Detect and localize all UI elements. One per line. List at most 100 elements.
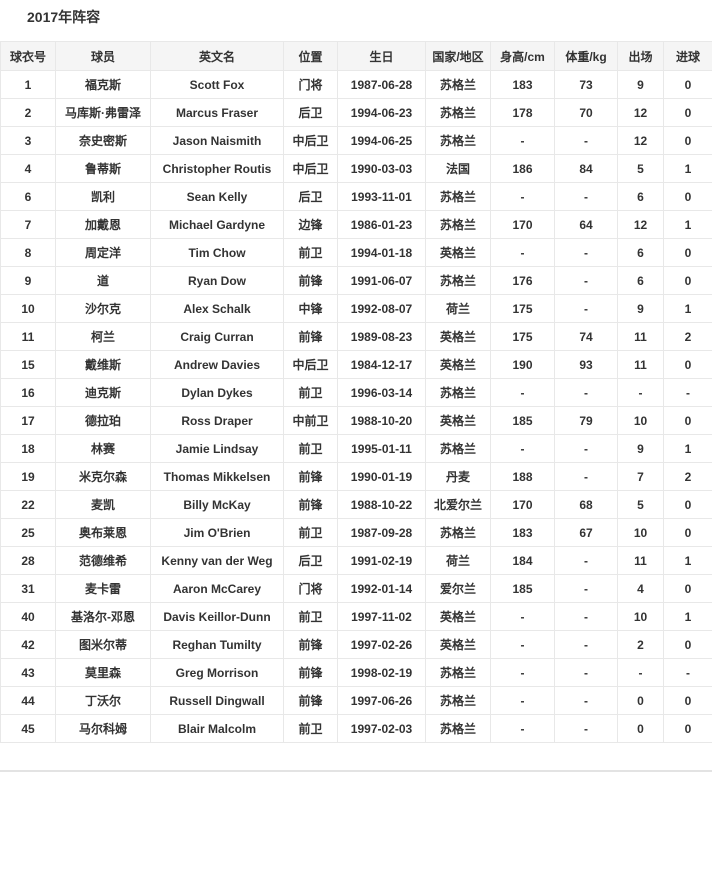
cell-weight-kg: 68 [555, 491, 618, 519]
cell-country: 苏格兰 [426, 519, 491, 547]
cell-birthday: 1989-08-23 [338, 323, 426, 351]
cell-player-name-en: Alex Schalk [151, 295, 284, 323]
cell-position: 前锋 [284, 491, 338, 519]
column-header-height-cm: 身高/cm [491, 42, 555, 71]
cell-appearances: 11 [618, 547, 664, 575]
cell-jersey-number: 42 [1, 631, 56, 659]
cell-jersey-number: 1 [1, 71, 56, 99]
cell-jersey-number: 4 [1, 155, 56, 183]
cell-player-name-en: Davis Keillor-Dunn [151, 603, 284, 631]
cell-appearances: - [618, 659, 664, 687]
cell-weight-kg: - [555, 127, 618, 155]
cell-weight-kg: 64 [555, 211, 618, 239]
cell-country: 英格兰 [426, 323, 491, 351]
header-row: 球衣号 球员 英文名 位置 生日 国家/地区 身高/cm 体重/kg 出场 进球 [1, 42, 712, 71]
cell-player-name-en: Reghan Tumilty [151, 631, 284, 659]
cell-height-cm: 175 [491, 295, 555, 323]
cell-birthday: 1998-02-19 [338, 659, 426, 687]
cell-birthday: 1994-06-25 [338, 127, 426, 155]
column-header-weight-kg: 体重/kg [555, 42, 618, 71]
cell-player-name-cn: 范德维希 [56, 547, 151, 575]
cell-weight-kg: 79 [555, 407, 618, 435]
cell-birthday: 1987-06-28 [338, 71, 426, 99]
cell-birthday: 1988-10-20 [338, 407, 426, 435]
cell-appearances: - [618, 379, 664, 407]
cell-position: 前锋 [284, 659, 338, 687]
cell-goals: 0 [664, 519, 712, 547]
cell-height-cm: 183 [491, 519, 555, 547]
cell-weight-kg: 73 [555, 71, 618, 99]
cell-player-name-cn: 麦卡雷 [56, 575, 151, 603]
cell-country: 荷兰 [426, 295, 491, 323]
cell-appearances: 6 [618, 239, 664, 267]
column-header-country: 国家/地区 [426, 42, 491, 71]
cell-appearances: 10 [618, 407, 664, 435]
cell-weight-kg: - [555, 267, 618, 295]
cell-goals: - [664, 379, 712, 407]
cell-appearances: 9 [618, 295, 664, 323]
cell-jersey-number: 15 [1, 351, 56, 379]
cell-player-name-en: Scott Fox [151, 71, 284, 99]
cell-goals: 1 [664, 155, 712, 183]
cell-weight-kg: - [555, 379, 618, 407]
cell-position: 前锋 [284, 687, 338, 715]
cell-appearances: 10 [618, 519, 664, 547]
cell-player-name-cn: 柯兰 [56, 323, 151, 351]
cell-birthday: 1997-06-26 [338, 687, 426, 715]
page-title: 2017年阵容 [27, 10, 712, 24]
cell-player-name-cn: 奥布莱恩 [56, 519, 151, 547]
cell-position: 前锋 [284, 323, 338, 351]
cell-appearances: 9 [618, 435, 664, 463]
cell-country: 法国 [426, 155, 491, 183]
cell-height-cm: - [491, 183, 555, 211]
cell-country: 爱尔兰 [426, 575, 491, 603]
cell-country: 苏格兰 [426, 659, 491, 687]
cell-birthday: 1988-10-22 [338, 491, 426, 519]
cell-country: 英格兰 [426, 351, 491, 379]
cell-player-name-en: Kenny van der Weg [151, 547, 284, 575]
cell-goals: 0 [664, 183, 712, 211]
cell-player-name-cn: 基洛尔-邓恩 [56, 603, 151, 631]
cell-weight-kg: - [555, 463, 618, 491]
cell-position: 中后卫 [284, 127, 338, 155]
cell-birthday: 1990-01-19 [338, 463, 426, 491]
section-divider [0, 770, 712, 772]
cell-jersey-number: 31 [1, 575, 56, 603]
cell-player-name-en: Ryan Dow [151, 267, 284, 295]
cell-country: 英格兰 [426, 631, 491, 659]
cell-country: 苏格兰 [426, 267, 491, 295]
cell-jersey-number: 8 [1, 239, 56, 267]
cell-birthday: 1996-03-14 [338, 379, 426, 407]
cell-height-cm: - [491, 715, 555, 743]
squad-table-header: 球衣号 球员 英文名 位置 生日 国家/地区 身高/cm 体重/kg 出场 进球 [1, 42, 712, 71]
cell-jersey-number: 18 [1, 435, 56, 463]
cell-height-cm: - [491, 127, 555, 155]
cell-player-name-cn: 丁沃尔 [56, 687, 151, 715]
cell-country: 英格兰 [426, 239, 491, 267]
cell-country: 北爱尔兰 [426, 491, 491, 519]
cell-position: 前卫 [284, 239, 338, 267]
cell-goals: - [664, 659, 712, 687]
cell-jersey-number: 45 [1, 715, 56, 743]
cell-country: 荷兰 [426, 547, 491, 575]
cell-country: 苏格兰 [426, 211, 491, 239]
cell-appearances: 7 [618, 463, 664, 491]
cell-position: 前锋 [284, 631, 338, 659]
cell-jersey-number: 16 [1, 379, 56, 407]
cell-player-name-en: Dylan Dykes [151, 379, 284, 407]
cell-appearances: 4 [618, 575, 664, 603]
cell-appearances: 12 [618, 99, 664, 127]
cell-weight-kg: 93 [555, 351, 618, 379]
cell-birthday: 1993-11-01 [338, 183, 426, 211]
cell-position: 中前卫 [284, 407, 338, 435]
cell-height-cm: 175 [491, 323, 555, 351]
cell-weight-kg: - [555, 547, 618, 575]
